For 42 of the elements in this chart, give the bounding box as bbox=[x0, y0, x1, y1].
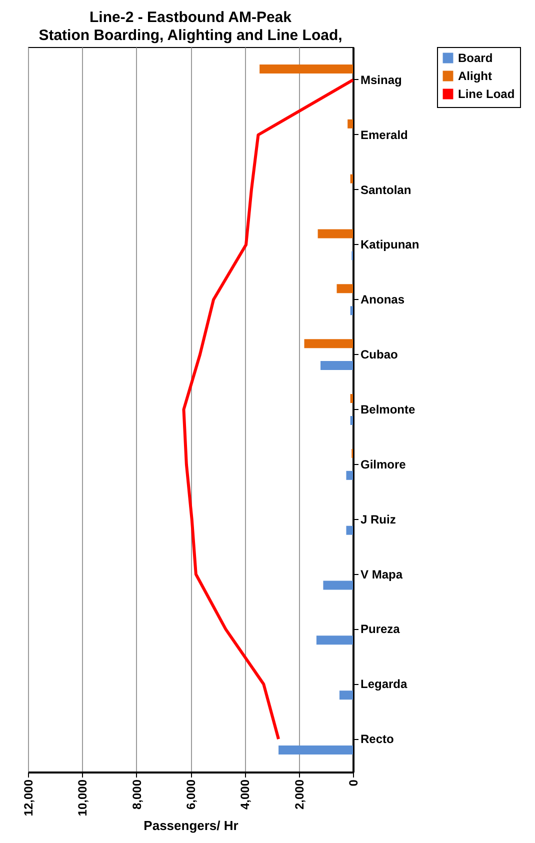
x-tick-label: 6,000 bbox=[184, 779, 198, 810]
x-tick-label: 8,000 bbox=[130, 779, 144, 810]
chart-subtitle: Station Boarding, Alighting and Line Load, bbox=[38, 27, 342, 44]
bar bbox=[350, 306, 353, 316]
y-tick-label: Emerald bbox=[360, 128, 408, 142]
bar bbox=[348, 119, 353, 128]
x-tick-label: 10,000 bbox=[76, 779, 90, 816]
legend-label: Board bbox=[458, 51, 493, 65]
y-tick-label: Belmonte bbox=[360, 402, 416, 416]
y-tick-label: J Ruiz bbox=[360, 512, 396, 526]
x-axis-title: Passengers/ Hr bbox=[144, 818, 238, 834]
bar bbox=[336, 284, 353, 294]
chart-title: Line-2 - Eastbound AM-Peak bbox=[90, 9, 292, 26]
x-tick-label: 4,000 bbox=[238, 779, 252, 810]
bar bbox=[318, 229, 353, 238]
bar bbox=[350, 416, 353, 425]
y-tick-label: Gilmore bbox=[360, 457, 406, 472]
bar bbox=[304, 339, 353, 348]
bar bbox=[350, 174, 353, 184]
bar bbox=[320, 361, 353, 370]
y-tick-label: Cubao bbox=[360, 348, 398, 362]
bar bbox=[350, 394, 353, 404]
y-tick-label: Anonas bbox=[360, 292, 405, 307]
y-tick-label: Pureza bbox=[360, 622, 400, 636]
legend-label: Line Load bbox=[458, 87, 515, 101]
bar bbox=[346, 526, 353, 535]
y-tick-label: Santolan bbox=[360, 182, 412, 197]
y-tick-label: Katipunan bbox=[360, 238, 420, 252]
bar bbox=[323, 580, 353, 590]
y-tick-label: Recto bbox=[360, 732, 394, 746]
y-tick-label: V Mapa bbox=[360, 567, 403, 582]
bar bbox=[346, 470, 353, 480]
bar bbox=[278, 746, 353, 755]
bar bbox=[260, 64, 353, 74]
legend-label: Alight bbox=[458, 69, 492, 83]
x-tick-label: 2,000 bbox=[292, 779, 306, 810]
bar bbox=[316, 636, 353, 645]
y-tick-label: Legarda bbox=[360, 677, 408, 692]
bar bbox=[339, 690, 353, 700]
x-tick-label: 12,000 bbox=[22, 779, 36, 816]
x-tick-label: 0 bbox=[346, 779, 360, 786]
y-tick-label: Msinag bbox=[360, 72, 402, 87]
